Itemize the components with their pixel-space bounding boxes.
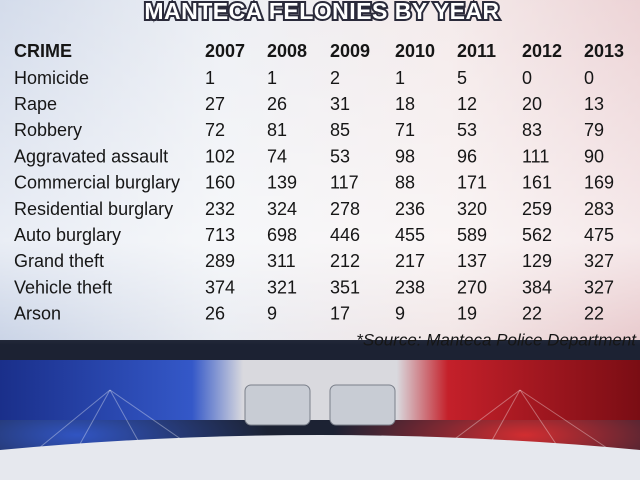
crime-label: Commercial burglary: [14, 173, 180, 193]
count-cell: 137: [457, 251, 487, 271]
count-cell: 22: [584, 304, 604, 324]
count-cell: 446: [330, 225, 360, 245]
count-cell: 289: [205, 251, 235, 271]
count-cell: 85: [330, 120, 350, 140]
count-cell: 83: [522, 120, 542, 140]
count-cell: 475: [584, 225, 614, 245]
count-cell: 351: [330, 277, 360, 297]
count-cell: 53: [457, 120, 477, 140]
count-cell: 27: [205, 94, 225, 114]
count-cell: 270: [457, 277, 487, 297]
count-cell: 88: [395, 173, 415, 193]
count-cell: 9: [267, 304, 277, 324]
count-cell: 562: [522, 225, 552, 245]
header-cell: 2011: [457, 41, 496, 61]
source-note: *Source: Manteca Police Department: [356, 330, 637, 349]
title: MANTECA FELONIES BY YEAR: [144, 0, 499, 24]
count-cell: 1: [205, 68, 215, 88]
table-backdrop: [0, 0, 640, 345]
crime-label: Arson: [14, 304, 61, 324]
count-cell: 171: [457, 173, 487, 193]
count-cell: 713: [205, 225, 235, 245]
count-cell: 0: [584, 68, 594, 88]
count-cell: 589: [457, 225, 487, 245]
count-cell: 9: [395, 304, 405, 324]
header-cell: 2008: [267, 41, 307, 61]
header-cell: 2012: [522, 41, 562, 61]
count-cell: 98: [395, 146, 415, 166]
count-cell: 1: [395, 68, 405, 88]
crime-label: Vehicle theft: [14, 277, 112, 297]
count-cell: 90: [584, 146, 604, 166]
count-cell: 259: [522, 199, 552, 219]
count-cell: 31: [330, 94, 350, 114]
count-cell: 236: [395, 199, 425, 219]
count-cell: 18: [395, 94, 415, 114]
count-cell: 139: [267, 173, 297, 193]
count-cell: 238: [395, 277, 425, 297]
count-cell: 0: [522, 68, 532, 88]
count-cell: 321: [267, 277, 297, 297]
count-cell: 129: [522, 251, 552, 271]
count-cell: 19: [457, 304, 477, 324]
crime-label: Residential burglary: [14, 199, 173, 219]
crime-label: Rape: [14, 94, 57, 114]
header-cell: 2009: [330, 41, 370, 61]
count-cell: 12: [457, 94, 477, 114]
header-cell: CRIME: [14, 41, 72, 61]
count-cell: 374: [205, 277, 235, 297]
count-cell: 212: [330, 251, 360, 271]
count-cell: 17: [330, 304, 350, 324]
crime-label: Homicide: [14, 68, 89, 88]
count-cell: 20: [522, 94, 542, 114]
count-cell: 5: [457, 68, 467, 88]
count-cell: 53: [330, 146, 350, 166]
header-cell: 2007: [205, 41, 245, 61]
count-cell: 169: [584, 173, 614, 193]
crime-label: Grand theft: [14, 251, 104, 271]
crime-label: Auto burglary: [14, 225, 121, 245]
count-cell: 1: [267, 68, 277, 88]
count-cell: 327: [584, 251, 614, 271]
count-cell: 160: [205, 173, 235, 193]
count-cell: 26: [205, 304, 225, 324]
count-cell: 2: [330, 68, 340, 88]
count-cell: 71: [395, 120, 415, 140]
count-cell: 13: [584, 94, 604, 114]
count-cell: 698: [267, 225, 297, 245]
count-cell: 232: [205, 199, 235, 219]
count-cell: 161: [522, 173, 552, 193]
count-cell: 74: [267, 146, 287, 166]
count-cell: 324: [267, 199, 297, 219]
count-cell: 81: [267, 120, 287, 140]
crime-label: Aggravated assault: [14, 146, 168, 166]
count-cell: 384: [522, 277, 552, 297]
table: CRIME 2007 2008 2009 2010 2011 2012 2013Homicid…: [14, 41, 624, 324]
crime-label: Robbery: [14, 120, 82, 140]
count-cell: 217: [395, 251, 425, 271]
header-cell: 2013: [584, 41, 624, 61]
count-cell: 111: [522, 146, 549, 166]
count-cell: 311: [267, 251, 296, 271]
count-cell: 72: [205, 120, 225, 140]
count-cell: 455: [395, 225, 425, 245]
count-cell: 22: [522, 304, 542, 324]
light-housings: [244, 384, 396, 426]
car-roof: [0, 435, 640, 480]
count-cell: 327: [584, 277, 614, 297]
count-cell: 278: [330, 199, 360, 219]
light-bar: [0, 360, 640, 420]
count-cell: 96: [457, 146, 477, 166]
count-cell: 102: [205, 146, 235, 166]
count-cell: 79: [584, 120, 604, 140]
count-cell: 26: [267, 94, 287, 114]
count-cell: 320: [457, 199, 487, 219]
header-cell: 2010: [395, 41, 435, 61]
count-cell: 283: [584, 199, 614, 219]
count-cell: 117: [330, 173, 359, 193]
